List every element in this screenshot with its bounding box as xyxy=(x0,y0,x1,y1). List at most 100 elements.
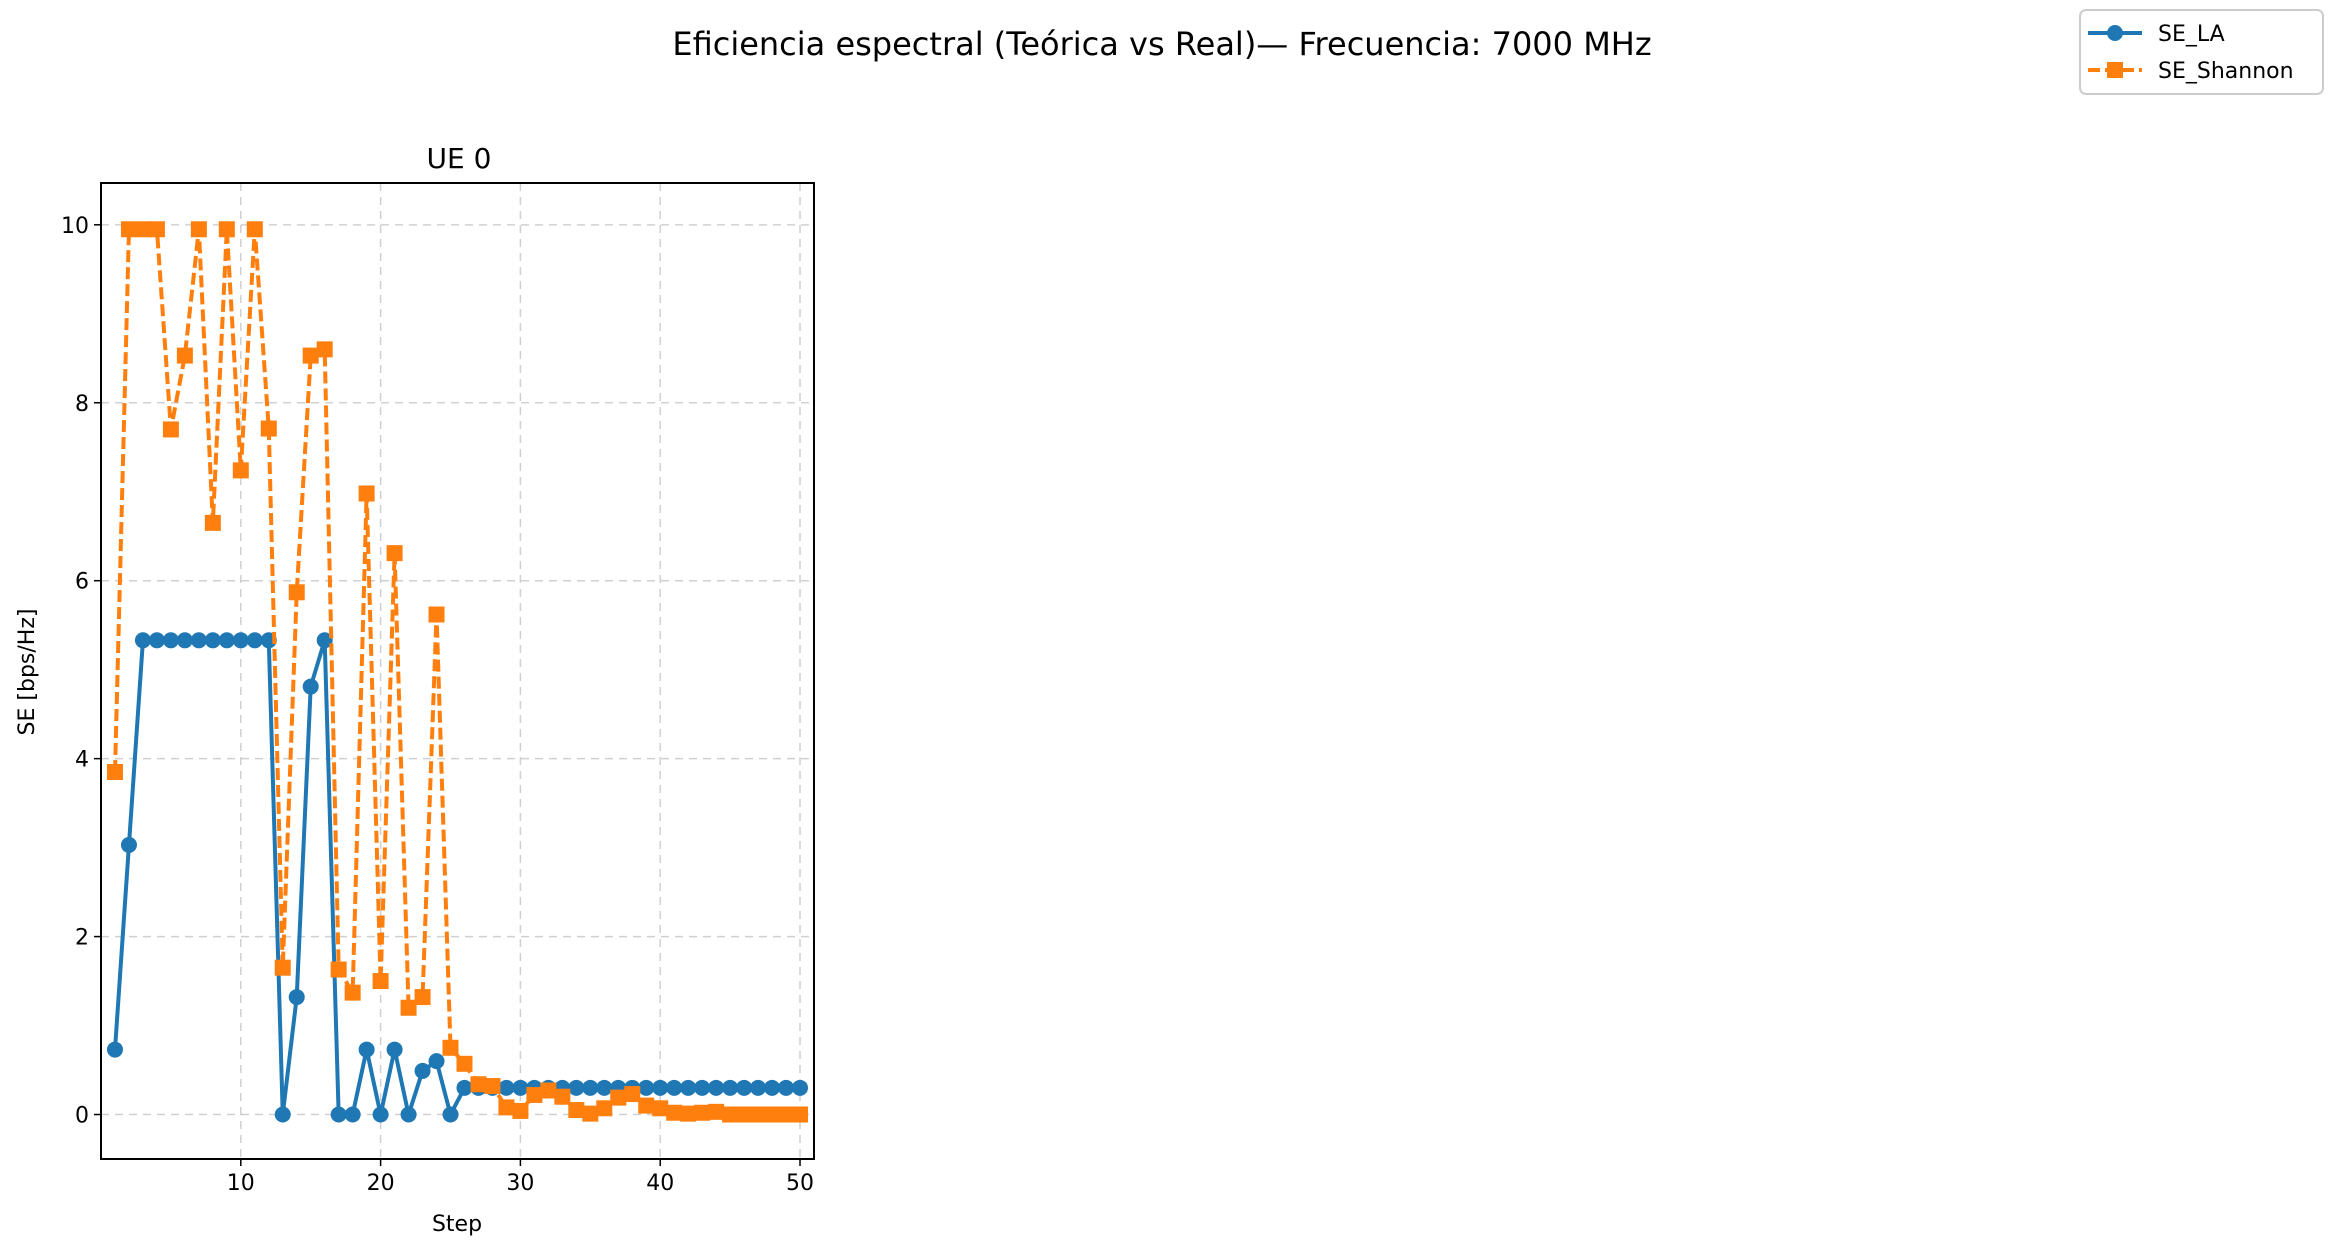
data-point-se-la xyxy=(274,1106,291,1123)
data-point-se-la xyxy=(190,632,207,649)
x-tick-label: 40 xyxy=(646,1171,674,1196)
data-point-se-la xyxy=(778,1079,795,1096)
data-point-se-shannon xyxy=(652,1100,669,1117)
data-point-se-la xyxy=(344,1106,361,1123)
data-point-se-shannon xyxy=(232,462,249,479)
data-point-se-shannon xyxy=(400,999,417,1016)
data-point-se-la xyxy=(666,1079,683,1096)
series-line-se-shannon xyxy=(112,227,801,1117)
y-axis-ticks: 0 2 4 6 8 10 xyxy=(61,214,101,1129)
legend-label-se-shannon: SE_Shannon xyxy=(2158,59,2294,84)
data-point-se-shannon xyxy=(568,1102,585,1119)
series-se-shannon xyxy=(106,221,809,1123)
data-point-se-la xyxy=(442,1106,459,1123)
data-point-se-la xyxy=(120,836,137,853)
data-point-se-la xyxy=(680,1079,697,1096)
data-point-se-la xyxy=(512,1079,529,1096)
data-point-se-la xyxy=(316,632,333,649)
data-point-se-shannon xyxy=(316,341,333,358)
data-point-se-shannon xyxy=(330,961,347,978)
legend-marker-se-shannon xyxy=(2107,62,2123,78)
legend-marker-se-la xyxy=(2107,25,2123,41)
axes-title: UE 0 xyxy=(427,142,492,175)
legend-label-se-la: SE_LA xyxy=(2158,22,2225,47)
data-point-se-shannon xyxy=(134,221,151,238)
data-point-se-la xyxy=(792,1079,809,1096)
data-point-se-shannon xyxy=(456,1055,473,1072)
data-point-se-la xyxy=(386,1041,403,1058)
data-point-se-shannon xyxy=(274,959,291,976)
data-point-se-shannon xyxy=(260,420,277,437)
data-point-se-shannon xyxy=(582,1105,599,1122)
data-point-se-shannon xyxy=(162,421,179,438)
data-point-se-shannon xyxy=(750,1106,767,1123)
data-point-se-shannon xyxy=(246,221,263,238)
data-point-se-shannon xyxy=(764,1106,781,1123)
data-point-se-shannon xyxy=(358,485,375,502)
axes-frame xyxy=(100,182,815,1160)
data-point-se-shannon xyxy=(176,347,193,364)
x-tick-label: 50 xyxy=(786,1171,814,1196)
x-axis-ticks: 10 20 30 40 50 xyxy=(227,1159,814,1196)
data-point-se-shannon xyxy=(442,1039,459,1056)
data-point-se-shannon xyxy=(302,347,319,364)
data-point-se-shannon xyxy=(526,1086,543,1103)
data-point-se-shannon xyxy=(638,1097,655,1114)
data-point-se-la xyxy=(652,1079,669,1096)
axes-ue-0: UE 0 10 20 30 40 50 0 2 4 6 8 10 Step SE [bps/Hz] xyxy=(15,142,815,1237)
x-axis-label: Step xyxy=(432,1212,482,1237)
data-point-se-la xyxy=(246,632,263,649)
y-tick-label: 8 xyxy=(75,392,89,417)
series-layer xyxy=(106,221,809,1123)
data-point-se-la xyxy=(134,632,151,649)
data-point-se-shannon xyxy=(722,1106,739,1123)
data-point-se-la xyxy=(694,1079,711,1096)
data-point-se-la xyxy=(722,1079,739,1096)
x-tick-label: 10 xyxy=(227,1171,255,1196)
data-point-se-shannon xyxy=(778,1106,795,1123)
data-point-se-la xyxy=(106,1041,123,1058)
legend-item-se-shannon: SE_Shannon xyxy=(2088,59,2294,84)
data-point-se-shannon xyxy=(624,1086,641,1103)
figure-suptitle: Eficiencia espectral (Teórica vs Real)— … xyxy=(672,25,1651,63)
data-point-se-shannon xyxy=(386,545,403,562)
data-point-se-la xyxy=(372,1106,389,1123)
data-point-se-shannon xyxy=(204,514,221,531)
data-point-se-shannon xyxy=(498,1099,515,1116)
data-point-se-la xyxy=(204,632,221,649)
data-point-se-shannon xyxy=(512,1102,529,1119)
data-point-se-shannon xyxy=(736,1106,753,1123)
data-point-se-shannon xyxy=(694,1104,711,1121)
y-tick-label: 6 xyxy=(75,570,89,595)
y-tick-label: 4 xyxy=(75,748,89,773)
legend: SE_LA SE_Shannon xyxy=(2079,9,2324,95)
data-point-se-shannon xyxy=(372,973,389,990)
y-axis-label: SE [bps/Hz] xyxy=(15,609,40,736)
y-tick-label: 0 xyxy=(75,1104,89,1129)
data-point-se-la xyxy=(400,1106,417,1123)
data-point-se-la xyxy=(764,1079,781,1096)
data-point-se-shannon xyxy=(428,606,445,623)
data-point-se-shannon xyxy=(554,1088,571,1105)
data-point-se-shannon xyxy=(190,221,207,238)
data-point-se-la xyxy=(414,1062,431,1079)
data-point-se-la xyxy=(428,1053,445,1070)
data-point-se-shannon xyxy=(484,1078,501,1095)
data-point-se-shannon xyxy=(414,989,431,1006)
data-point-se-shannon xyxy=(540,1082,557,1099)
data-point-se-shannon xyxy=(610,1089,627,1106)
data-point-se-la xyxy=(330,1106,347,1123)
x-tick-label: 30 xyxy=(506,1171,534,1196)
y-tick-label: 2 xyxy=(75,926,89,951)
data-point-se-shannon xyxy=(470,1076,487,1093)
data-point-se-shannon xyxy=(218,221,235,238)
data-point-se-shannon xyxy=(148,221,165,238)
data-point-se-la xyxy=(750,1079,767,1096)
data-point-se-la xyxy=(176,632,193,649)
data-point-se-la xyxy=(638,1079,655,1096)
data-point-se-la xyxy=(708,1079,725,1096)
data-point-se-shannon xyxy=(666,1104,683,1121)
data-point-se-la xyxy=(456,1079,473,1096)
